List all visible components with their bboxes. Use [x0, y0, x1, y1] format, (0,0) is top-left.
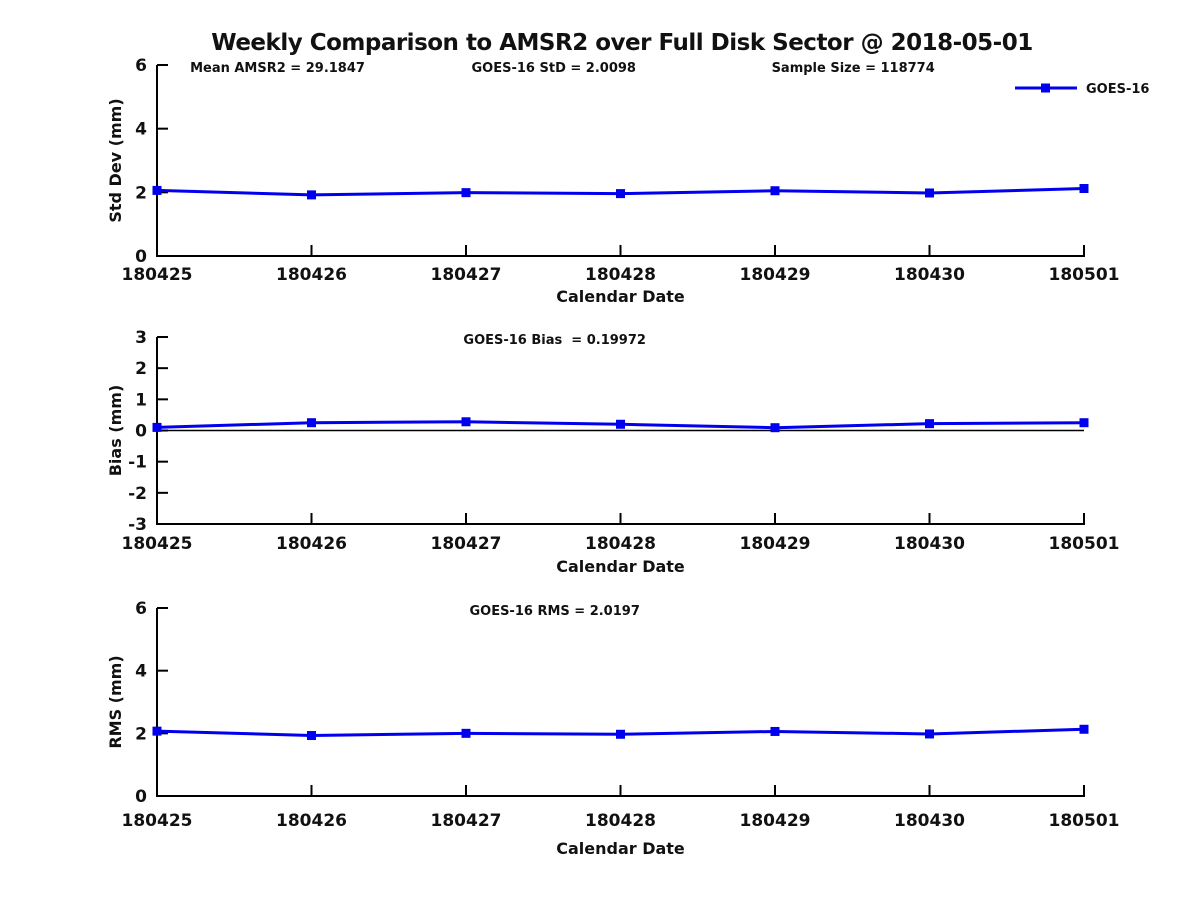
x-tick-label: 180428 — [585, 265, 656, 285]
y-axis-label: RMS (mm) — [106, 655, 125, 748]
y-tick-label: 0 — [135, 247, 147, 267]
x-tick-label: 180429 — [740, 811, 811, 831]
x-tick-label: 180427 — [431, 811, 502, 831]
legend-label: GOES-16 — [1086, 82, 1149, 97]
x-tick-label: 180501 — [1049, 534, 1120, 554]
x-tick-label: 180428 — [585, 811, 656, 831]
data-point-marker — [925, 419, 934, 429]
y-tick-label: 2 — [135, 183, 147, 203]
annotation-rms-0: GOES-16 RMS = 2.0197 — [469, 604, 639, 619]
data-point-marker — [925, 188, 934, 198]
x-tick-label: 180429 — [740, 534, 811, 554]
data-point-marker — [770, 726, 780, 736]
subplot-std-dev: 0 2 4 6 180425 180426 180427 180428 180429 180430… — [106, 56, 1149, 306]
x-tick-label: 180427 — [431, 534, 502, 554]
y-tick-label: -1 — [128, 453, 147, 473]
x-tick-label: 180426 — [276, 265, 347, 285]
x-tick-label: 180501 — [1049, 811, 1120, 831]
x-tick-label: 180430 — [894, 265, 965, 285]
x-tick-label: 180501 — [1049, 265, 1120, 285]
y-tick-label: -3 — [128, 515, 147, 535]
data-point-marker — [461, 417, 471, 427]
y-tick-label: 6 — [135, 599, 147, 619]
data-point-marker — [616, 729, 625, 739]
annotation-bias-0: GOES-16 Bias = 0.19972 — [463, 333, 646, 348]
data-point-marker — [770, 423, 780, 433]
data-point-marker — [616, 419, 625, 429]
x-tick-label: 180428 — [585, 534, 656, 554]
x-tick-label: 180429 — [740, 265, 811, 285]
y-tick-label: 2 — [135, 724, 147, 744]
y-axis-label: Bias (mm) — [106, 385, 125, 477]
x-tick-label: 180430 — [894, 534, 965, 554]
data-point-marker — [307, 190, 316, 200]
x-tick-label: 180426 — [276, 534, 347, 554]
data-point-marker — [152, 185, 162, 195]
data-point-marker — [152, 422, 162, 432]
data-point-marker — [925, 729, 934, 739]
figure-title: Weekly Comparison to AMSR2 over Full Dis… — [211, 30, 1033, 56]
y-tick-label: -2 — [128, 484, 147, 504]
annotation-std-dev-2: Sample Size = 118774 — [772, 61, 935, 76]
y-tick-label: 0 — [135, 422, 147, 442]
legend-marker — [1041, 83, 1050, 93]
data-point-marker — [1079, 418, 1089, 428]
data-point-marker — [307, 731, 316, 741]
legend: GOES-16 — [1015, 82, 1149, 97]
x-tick-label: 180427 — [431, 265, 502, 285]
data-point-marker — [461, 188, 471, 198]
data-point-marker — [770, 186, 780, 196]
subplot-rms: 0 2 4 6 180425 180426 180427 180428 180429 180430… — [106, 599, 1119, 858]
data-point-marker — [307, 418, 316, 428]
y-tick-label: 6 — [135, 56, 147, 76]
y-tick-label: 0 — [135, 787, 147, 807]
data-point-marker — [1079, 184, 1089, 194]
y-tick-label: 2 — [135, 359, 147, 379]
subplot-bias: -3 -2 -1 0 1 2 3 180425 180426 180427 180428 180429… — [106, 328, 1119, 576]
y-tick-label: 4 — [135, 662, 147, 682]
x-tick-label: 180425 — [122, 265, 193, 285]
x-tick-label: 180426 — [276, 811, 347, 831]
y-tick-label: 3 — [135, 328, 147, 348]
x-axis-label: Calendar Date — [556, 557, 685, 576]
y-tick-label: 4 — [135, 120, 147, 140]
data-point-marker — [1079, 724, 1089, 734]
data-point-marker — [616, 189, 625, 199]
data-point-marker — [461, 728, 471, 738]
annotation-std-dev-1: GOES-16 StD = 2.0098 — [472, 61, 636, 76]
data-point-marker — [152, 726, 162, 736]
x-tick-label: 180425 — [122, 534, 193, 554]
x-tick-label: 180430 — [894, 811, 965, 831]
x-axis-label: Calendar Date — [556, 287, 685, 306]
y-axis-label: Std Dev (mm) — [106, 98, 125, 222]
annotation-std-dev-0: Mean AMSR2 = 29.1847 — [190, 61, 365, 76]
x-axis-label: Calendar Date — [556, 839, 685, 858]
y-tick-label: 1 — [135, 390, 147, 410]
x-tick-label: 180425 — [122, 811, 193, 831]
